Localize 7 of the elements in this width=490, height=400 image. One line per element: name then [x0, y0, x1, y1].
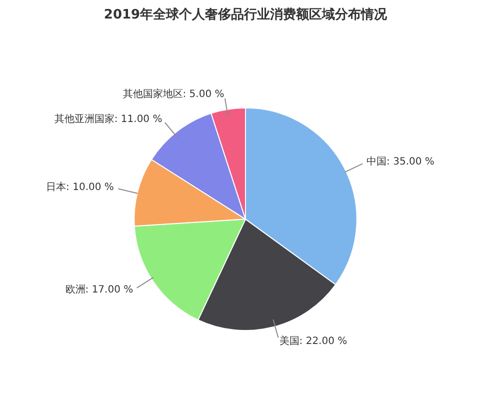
slice-label: 日本: 10.00 % [46, 181, 114, 194]
chart-title: 2019年全球个人奢侈品行业消费额区域分布情况 [104, 6, 388, 22]
slice-label: 欧洲: 17.00 % [65, 284, 134, 296]
slice-label: 其他亚洲国家: 11.00 % [54, 112, 162, 125]
slice-label: 中国: 35.00 % [366, 155, 434, 168]
slice-label: 美国: 22.00 % [279, 335, 348, 348]
slice-label: 其他国家地区: 5.00 % [122, 88, 224, 100]
